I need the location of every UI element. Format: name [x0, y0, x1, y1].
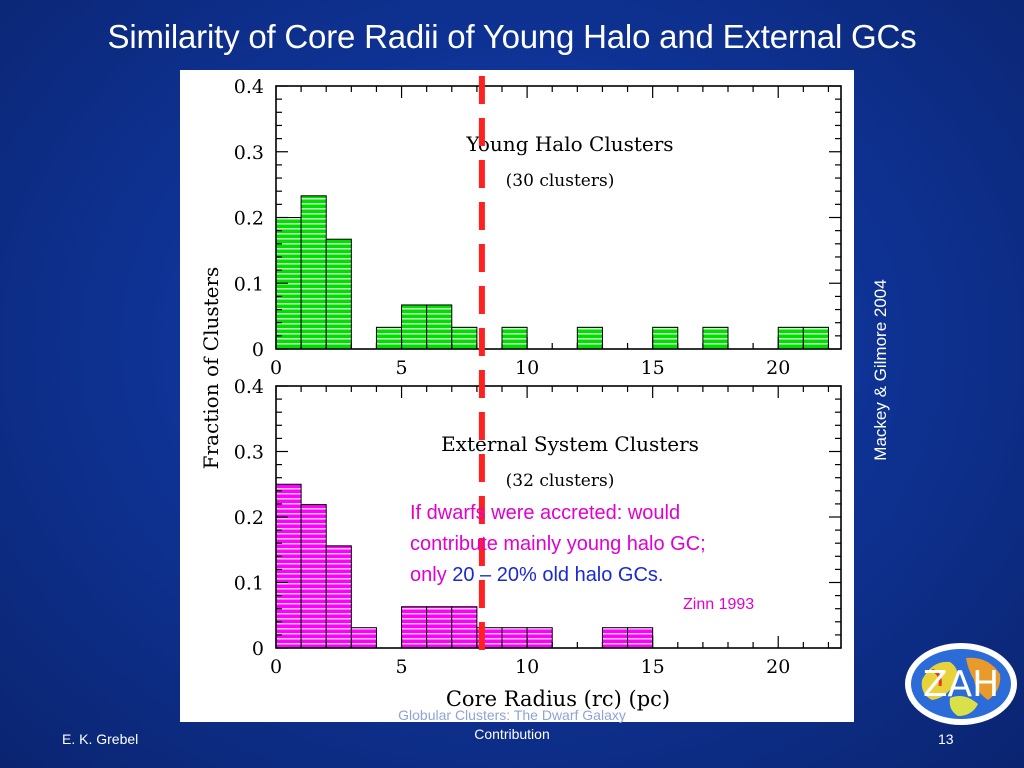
- external-y-tick-label: 0: [252, 638, 264, 660]
- annotation-line-3-highlight: 20 – 20% old halo GCs.: [452, 564, 664, 586]
- young-y-tick-label: 0.1: [234, 273, 264, 295]
- external-bar: [350, 627, 377, 649]
- external-x-tick-label: 15: [641, 656, 665, 678]
- young-x-tick-label: 10: [515, 357, 539, 379]
- annotation-source: Zinn 1993: [683, 596, 755, 613]
- young-bar: [802, 326, 829, 350]
- young-bar: [702, 326, 729, 350]
- external-y-tick-label: 0.1: [234, 573, 264, 595]
- x-axis-label: Core Radius (rc) (pc): [446, 687, 670, 711]
- young-bar: [375, 326, 403, 350]
- young-bar: [300, 195, 327, 350]
- external-y-tick-label: 0.4: [234, 376, 264, 398]
- young-bar: [652, 326, 679, 350]
- external-bar: [627, 627, 654, 649]
- young-bar: [325, 238, 352, 350]
- external-bar: [300, 504, 327, 649]
- external-bar: [501, 627, 528, 649]
- young-y-tick-label: 0: [252, 339, 264, 361]
- young-x-tick-label: 15: [641, 357, 665, 379]
- external-bar: [426, 606, 453, 649]
- histogram-figure: 0 5 10 15 20 0 0.1 0.2 0.3 0.4 Young Halo Clusters…: [180, 70, 854, 722]
- footer-title: Globular Clusters: The Dwarf Galaxy Cont…: [362, 710, 662, 744]
- external-panel-subtitle: (32 clusters): [506, 471, 615, 491]
- young-bar: [426, 304, 453, 350]
- annotation-line-1: If dwarfs were accreted: would: [410, 502, 681, 524]
- young-panel-title: Young Halo Clusters: [465, 132, 673, 156]
- external-bar: [325, 545, 352, 649]
- footer-page-number: 13: [938, 731, 954, 747]
- external-y-tick-label: 0.2: [234, 507, 264, 529]
- annotation-line-3: only 20 – 20% old halo GCs.: [410, 560, 810, 591]
- annotation-text: If dwarfs were accreted: would contribut…: [410, 498, 810, 591]
- young-bar: [777, 326, 804, 350]
- slide-title: Similarity of Core Radii of Young Halo a…: [107, 18, 917, 55]
- histogram-svg: 0 5 10 15 20 0 0.1 0.2 0.3 0.4 Young Halo Clusters…: [199, 76, 842, 711]
- external-x-tick-label: 10: [515, 656, 539, 678]
- external-x-tick-label: 0: [270, 656, 282, 678]
- young-y-tick-label: 0.3: [234, 142, 264, 164]
- footer-title-partial: Globular Clusters: The Dwarf Galaxy: [398, 710, 626, 723]
- young-y-tick-label: 0.2: [234, 208, 264, 230]
- external-y-tick-label: 0.3: [234, 442, 264, 464]
- young-x-tick-label: 0: [270, 357, 282, 379]
- footer-title-text: Contribution: [474, 726, 550, 742]
- external-bar: [601, 627, 629, 649]
- young-x-tick-label: 5: [396, 357, 408, 379]
- y-axis-label: Fraction of Clusters: [199, 267, 223, 470]
- external-bar: [451, 606, 478, 649]
- young-y-tick-label: 0.4: [234, 76, 264, 98]
- young-axes-frame: [275, 85, 842, 350]
- young-bar: [401, 304, 428, 350]
- external-bar: [275, 483, 302, 649]
- external-bar: [526, 627, 553, 649]
- external-bar: [401, 606, 428, 649]
- footer-author: E. K. Grebel: [62, 731, 139, 747]
- external-x-tick-label: 20: [766, 656, 790, 678]
- young-bar: [576, 326, 603, 350]
- side-citation-text: Mackey & Gilmore 2004: [871, 279, 890, 461]
- young-panel-subtitle: (30 clusters): [506, 171, 615, 191]
- young-bar: [451, 326, 478, 350]
- young-x-tick-label: 20: [766, 357, 790, 379]
- young-bar: [501, 326, 528, 350]
- zah-logo: ZAH: [905, 643, 1017, 725]
- annotation-line-3-prefix: only: [410, 564, 453, 586]
- logo-text: ZAH: [923, 664, 999, 705]
- annotation-line-2: contribute mainly young halo GC;: [410, 533, 706, 555]
- external-x-tick-label: 5: [396, 656, 408, 678]
